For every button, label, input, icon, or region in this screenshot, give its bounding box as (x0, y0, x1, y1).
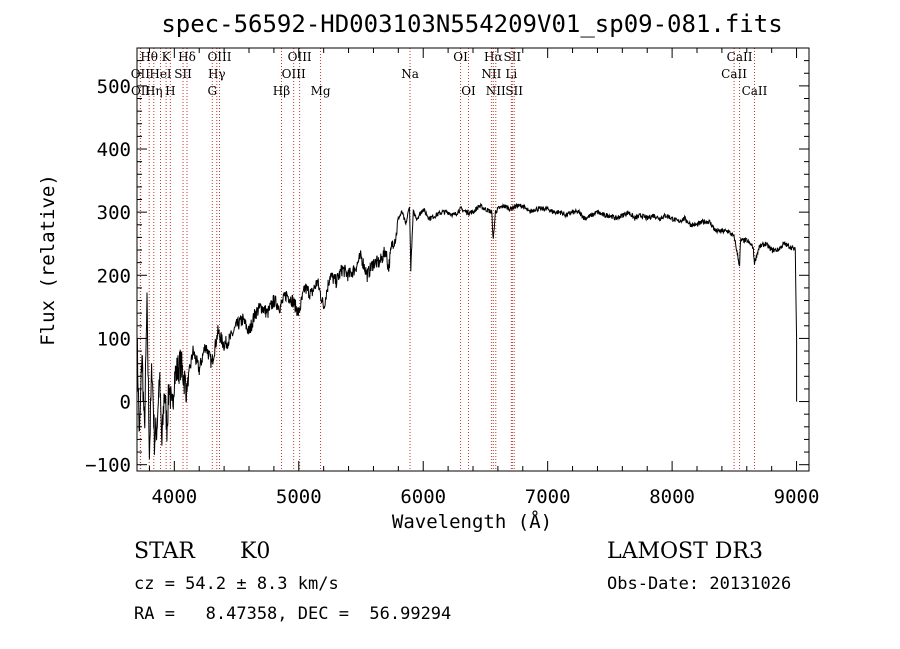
line-label-24: SII (505, 84, 523, 98)
line-label-11: G (207, 84, 217, 98)
line-label-13: OIII (288, 50, 312, 64)
plot-frame (136, 47, 810, 472)
survey-label: LAMOST DR3 (607, 539, 763, 564)
spectrum-line (136, 202, 798, 460)
line-label-1: OII (131, 67, 151, 81)
object-subclass: K0 (240, 539, 271, 564)
line-label-8: Hδ (178, 50, 196, 64)
y-tick-label-1: 0 (120, 392, 131, 414)
redshift-text: cz = 54.2 ± 8.3 km/s (134, 574, 339, 594)
line-label-14: OIII (282, 67, 306, 81)
line-label-3: Hη (145, 84, 163, 98)
line-label-26: CaII (721, 67, 747, 81)
obs-date-text: Obs-Date: 20131026 (607, 574, 792, 594)
y-tick-label-0: −100 (85, 455, 131, 477)
line-label-25: CaII (727, 50, 753, 64)
x-axis-label: Wavelength (Å) (392, 510, 552, 533)
y-tick-label-5: 400 (97, 139, 131, 161)
y-tick-label-3: 200 (97, 265, 131, 287)
y-tick-label-2: 100 (97, 328, 131, 350)
y-tick-label-4: 300 (97, 202, 131, 224)
y-tick-label-6: 500 (97, 76, 131, 98)
x-tick-label-1: 5000 (276, 486, 322, 508)
axis-ticks: 4000 5000 6000 7000 8000 9000 −100 0 100 200 300 40… (85, 48, 819, 508)
x-tick-label-0: 4000 (151, 486, 197, 508)
x-tick-label-3: 7000 (525, 486, 571, 508)
chart-title: spec-56592-HD003103N554209V01_sp09-081.f… (161, 10, 782, 38)
line-label-15: Mg (311, 84, 331, 98)
line-label-19: Hα (484, 50, 503, 64)
line-label-6: H (165, 84, 175, 98)
line-label-22: SII (503, 50, 521, 64)
line-label-21: NII (486, 84, 506, 98)
line-label-16: Na (401, 67, 419, 81)
coordinates-text: RA = 8.47358, DEC = 56.99294 (134, 604, 452, 624)
line-label-12: Hβ (273, 84, 290, 98)
x-tick-label-4: 8000 (649, 486, 695, 508)
line-label-4: HeI (149, 67, 172, 81)
line-label-2: OII (131, 84, 151, 98)
y-axis-label: Flux (relative) (37, 174, 59, 346)
x-tick-label-5: 9000 (774, 486, 820, 508)
line-label-9: OIII (207, 50, 231, 64)
line-label-27: CaII (742, 84, 768, 98)
object-class: STAR (134, 539, 195, 564)
line-label-23: Li (505, 67, 517, 81)
line-label-18: OI (461, 84, 476, 98)
line-label-10: Hγ (208, 67, 226, 81)
line-label-7: SII (174, 67, 192, 81)
line-label-17: OI (453, 50, 468, 64)
line-label-5: K (162, 50, 172, 64)
line-label-20: NII (481, 67, 501, 81)
x-tick-label-2: 6000 (400, 486, 446, 508)
